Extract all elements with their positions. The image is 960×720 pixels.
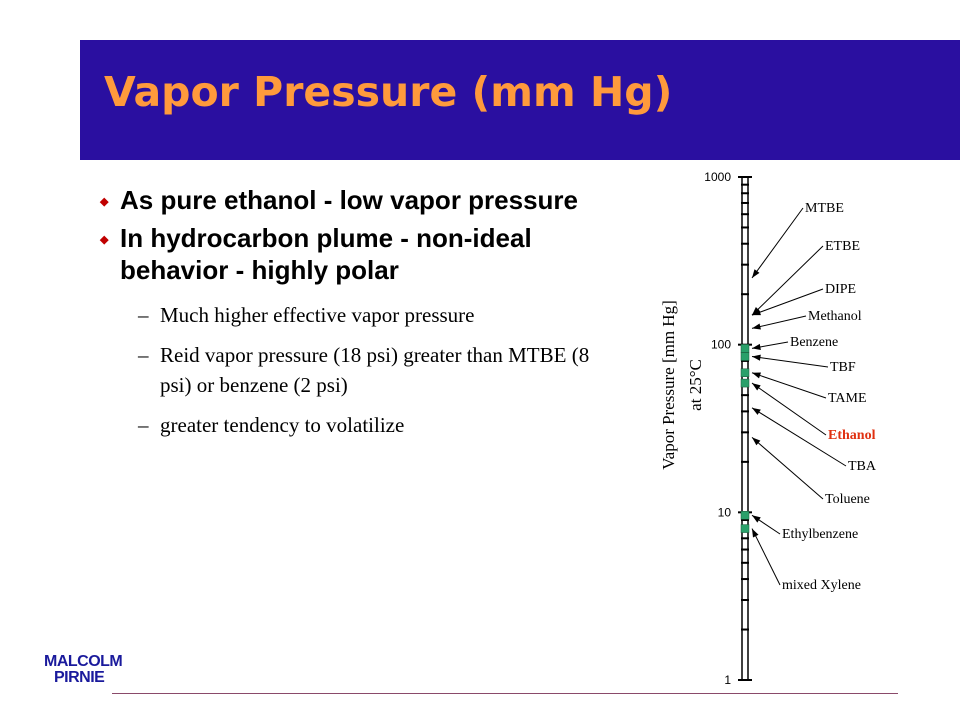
y-axis-label: Vapor Pressure [mm Hg]	[659, 300, 678, 470]
bullet-text: In hydrocarbon plume - non-ideal behavio…	[120, 223, 532, 285]
footer-divider	[112, 693, 898, 694]
compound-arrow	[751, 356, 829, 368]
data-marker	[740, 524, 750, 533]
bullet-text: As pure ethanol - low vapor pressure	[120, 185, 578, 215]
sub-bullet-text: Much higher effective vapor pressure	[160, 303, 475, 327]
tick-label: 1	[724, 673, 731, 687]
arrow-head	[752, 383, 761, 391]
sub-bullet-item: – Reid vapor pressure (18 psi) greater t…	[138, 340, 598, 400]
arrow-head	[752, 515, 761, 523]
compound-label: mixed Xylene	[782, 578, 861, 593]
bullet-item: ◆ In hydrocarbon plume - non-ideal behav…	[100, 222, 598, 286]
compound-label: Methanol	[808, 309, 862, 324]
title-bar: Vapor Pressure (mm Hg)	[80, 40, 960, 160]
compound-label: MTBE	[805, 201, 844, 216]
data-marker	[740, 378, 750, 388]
dash-marker: –	[138, 303, 149, 327]
tick-label: 1000	[704, 170, 731, 184]
arrow-head	[752, 343, 761, 350]
logo-line-1: MALCOLM	[44, 653, 123, 670]
compound-arrow	[751, 407, 847, 467]
bullet-item: ◆ As pure ethanol - low vapor pressure	[100, 184, 598, 216]
tick-label: 100	[711, 338, 731, 352]
slide-title: Vapor Pressure (mm Hg)	[104, 68, 673, 116]
data-marker	[740, 368, 750, 377]
sub-bullet-item: – greater tendency to volatilize	[138, 410, 598, 440]
compound-arrow	[751, 315, 807, 329]
sub-bullet-item: – Much higher effective vapor pressure	[138, 300, 598, 330]
bullet-list: ◆ As pure ethanol - low vapor pressure ◆…	[100, 184, 598, 450]
compound-label: Toluene	[825, 492, 870, 507]
vapor-pressure-chart: 1000 100 10 1 MTBE ETBE DIPE Methanol Benzene TBF…	[659, 170, 877, 687]
compound-arrow	[751, 372, 827, 399]
compound-label: Ethanol	[828, 428, 876, 443]
dash-marker: –	[138, 413, 149, 437]
compound-label: DIPE	[825, 282, 856, 297]
arrow-head	[752, 269, 760, 278]
sub-bullet-text: Reid vapor pressure (18 psi) greater tha…	[160, 343, 590, 397]
dash-marker: –	[138, 343, 149, 367]
compound-label: TBF	[830, 360, 856, 375]
arrow-head	[752, 307, 761, 316]
compound-arrow	[751, 288, 824, 316]
arrow-head	[752, 372, 761, 379]
compound-arrow	[751, 245, 824, 316]
compound-arrow	[751, 382, 827, 436]
logo-line-2: PIRNIE	[54, 669, 105, 686]
data-marker	[740, 352, 750, 361]
arrow-head	[752, 407, 761, 415]
compound-label: TAME	[828, 391, 867, 406]
compound-label: ETBE	[825, 239, 860, 254]
compound-arrow	[751, 436, 824, 500]
compound-arrow	[751, 207, 804, 279]
arrow-head	[752, 528, 759, 538]
bullet-diamond-icon: ◆	[100, 234, 109, 246]
arrow-head	[752, 309, 761, 316]
tick-label: 10	[718, 505, 732, 519]
sub-bullet-text: greater tendency to volatilize	[160, 413, 405, 437]
compound-arrow	[751, 528, 781, 586]
compound-label: TBA	[848, 459, 877, 474]
malcolm-pirnie-logo: MALCOLM PIRNIE	[44, 654, 124, 692]
compound-label: Benzene	[790, 335, 838, 350]
arrow-head	[752, 354, 761, 361]
compound-label: Ethylbenzene	[782, 527, 858, 542]
data-marker	[740, 344, 750, 353]
y-axis-label-2: at 25°C	[686, 359, 705, 411]
data-marker	[740, 511, 750, 520]
arrow-head	[752, 323, 761, 330]
bullet-diamond-icon: ◆	[100, 196, 109, 208]
arrow-head	[752, 437, 761, 446]
